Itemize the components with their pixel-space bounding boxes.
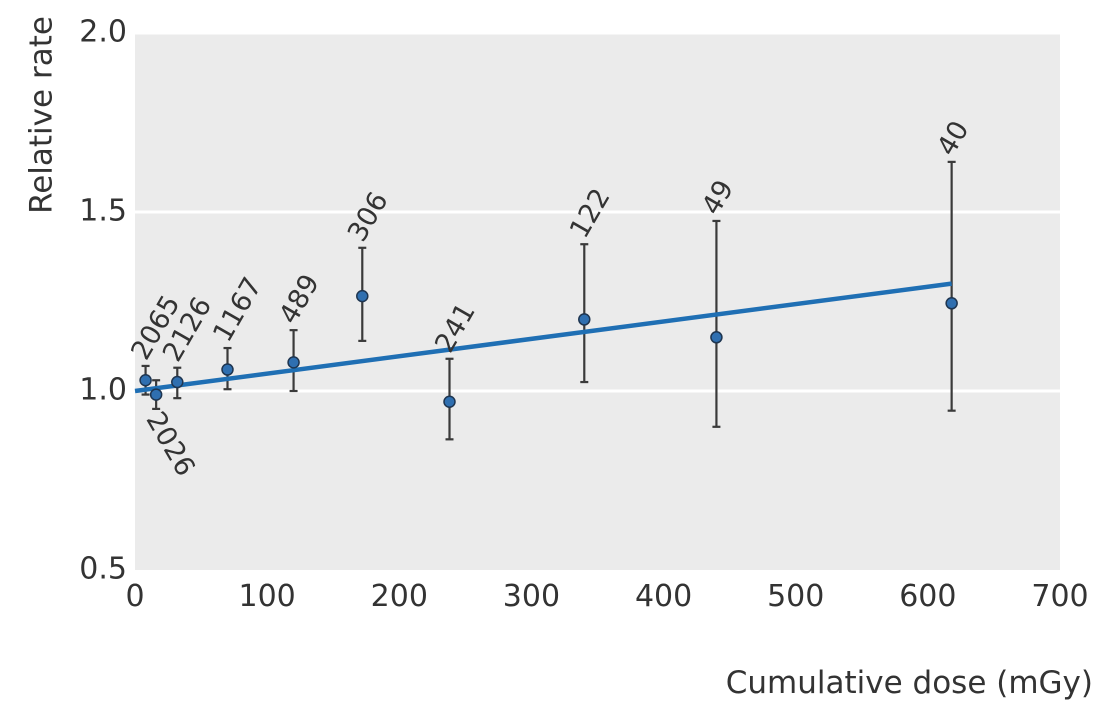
plot-background: [135, 33, 1060, 570]
data-point: [578, 313, 591, 326]
data-point: [149, 388, 163, 401]
x-tick-label: 500: [767, 579, 824, 614]
data-point: [443, 395, 456, 408]
y-tick-label: 1.0: [79, 373, 127, 408]
x-tick-label: 700: [1031, 579, 1088, 614]
x-tick-labels: 0 100 200 300 400 500 600 700: [125, 570, 1089, 614]
error-bar: [580, 243, 589, 384]
y-tick-label: 0.5: [79, 552, 127, 587]
gridlines: [135, 31, 1060, 393]
x-tick-label: 200: [371, 579, 428, 614]
x-tick-label: 600: [899, 579, 956, 614]
data-points: [139, 289, 958, 408]
x-tick-label: 0: [125, 579, 144, 614]
data-point: [171, 375, 184, 389]
data-point: [287, 356, 300, 369]
data-point: [710, 331, 723, 344]
y-tick-label: 2.0: [79, 15, 127, 50]
data-point: [139, 374, 152, 387]
data-point: [945, 297, 958, 310]
x-tick-label: 400: [635, 579, 692, 614]
x-tick-label: 300: [503, 579, 560, 614]
y-tick-label: 1.5: [79, 194, 127, 229]
data-point: [221, 363, 234, 376]
x-axis-title: Cumulative dose (mGy): [726, 665, 1093, 701]
y-axis-title: Relative rate: [24, 16, 60, 214]
error-bar: [712, 219, 721, 428]
x-tick-label: 100: [239, 579, 296, 614]
error-bar: [947, 160, 956, 412]
fit-line: [134, 281, 952, 394]
y-tick-labels: 0.5 1.0 1.5 2.0: [79, 15, 127, 587]
data-point: [356, 289, 369, 303]
